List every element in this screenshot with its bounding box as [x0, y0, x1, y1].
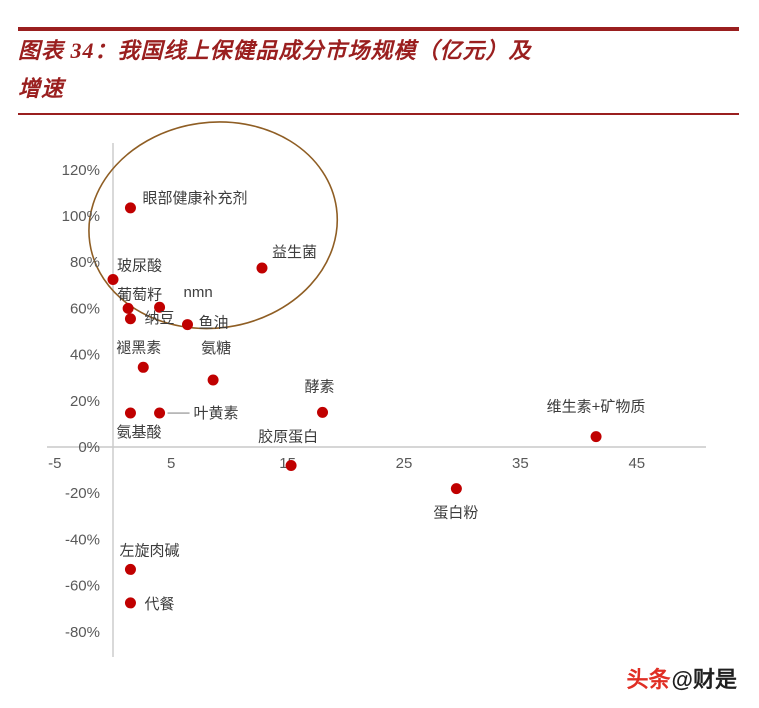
data-point-label: 氨糖	[201, 340, 231, 357]
y-axis-tick-label: -20%	[65, 485, 100, 502]
x-axis-tick-label: 5	[167, 455, 175, 472]
data-point	[256, 262, 268, 274]
data-point	[124, 313, 136, 325]
y-axis-tick-label: -60%	[65, 578, 100, 595]
data-point	[154, 407, 166, 419]
data-point	[124, 597, 136, 609]
data-point-label: 褪黑素	[116, 339, 161, 356]
data-point	[124, 563, 136, 575]
data-point-label: 酵素	[305, 378, 335, 395]
header-bottom-rule	[18, 113, 739, 115]
y-axis-tick-label: -80%	[65, 624, 100, 641]
data-point-label: 维生素+矿物质	[547, 399, 646, 416]
data-point-label: 纳豆	[144, 310, 174, 327]
watermark: 头条@财是	[627, 662, 737, 694]
data-point	[285, 459, 297, 471]
chart-title-line1: 图表 34：我国线上保健品成分市场规模（亿元）及	[18, 38, 532, 63]
x-axis-tick-label: 45	[628, 455, 645, 472]
x-axis-tick-label: 35	[512, 455, 529, 472]
watermark-handle: @财是	[671, 667, 737, 692]
y-axis-tick-label: 0%	[78, 439, 100, 456]
highlight-ellipse	[88, 121, 339, 330]
y-axis-tick-label: 60%	[70, 300, 100, 317]
scatter-chart: 120% 100% 80% 60% 40% 20% 0% -20% -40% -60% -80% -5…	[47, 121, 706, 657]
x-axis-tick-label: 25	[396, 455, 413, 472]
y-axis-tick-label: 80%	[70, 254, 100, 271]
data-point	[590, 431, 602, 443]
data-point-label: 胶原蛋白	[258, 428, 318, 445]
y-axis-tick-label: 120%	[62, 162, 100, 179]
data-point	[207, 374, 219, 386]
data-point-label: nmn	[184, 284, 213, 301]
toutiao-logo: 头条	[626, 667, 671, 692]
data-point	[317, 406, 329, 418]
data-point-label: 蛋白粉	[433, 505, 478, 522]
data-point	[181, 319, 193, 331]
data-point-label: 葡萄籽	[117, 286, 162, 303]
x-axis-tick-label: -5	[48, 455, 61, 472]
data-point-label: 鱼油	[198, 314, 228, 332]
header-top-rule	[18, 27, 739, 31]
data-point	[137, 361, 149, 373]
data-point	[107, 274, 119, 286]
data-point	[450, 483, 462, 495]
data-point-label: 眼部健康补充剂	[142, 190, 247, 207]
data-point-label: 左旋肉碱	[119, 542, 179, 559]
chart-title-line2: 增速	[18, 76, 65, 101]
data-point-label: 益生菌	[272, 244, 317, 261]
data-point-label: 叶黄素	[194, 405, 239, 422]
data-point-label: 代餐	[144, 596, 174, 613]
data-point	[122, 302, 134, 314]
y-axis-tick-label: -40%	[65, 531, 100, 548]
data-point	[124, 202, 136, 214]
y-axis-tick-label: 20%	[70, 393, 100, 410]
data-point	[124, 407, 136, 419]
data-point-label: 玻尿酸	[117, 258, 162, 275]
data-point	[154, 301, 166, 313]
chart-title: 图表 34：我国线上保健品成分市场规模（亿元）及 增速	[18, 32, 740, 108]
data-point-label: 氨基酸	[116, 424, 161, 441]
y-axis-tick-label: 40%	[70, 347, 100, 364]
y-axis-tick-label: 100%	[62, 208, 100, 225]
